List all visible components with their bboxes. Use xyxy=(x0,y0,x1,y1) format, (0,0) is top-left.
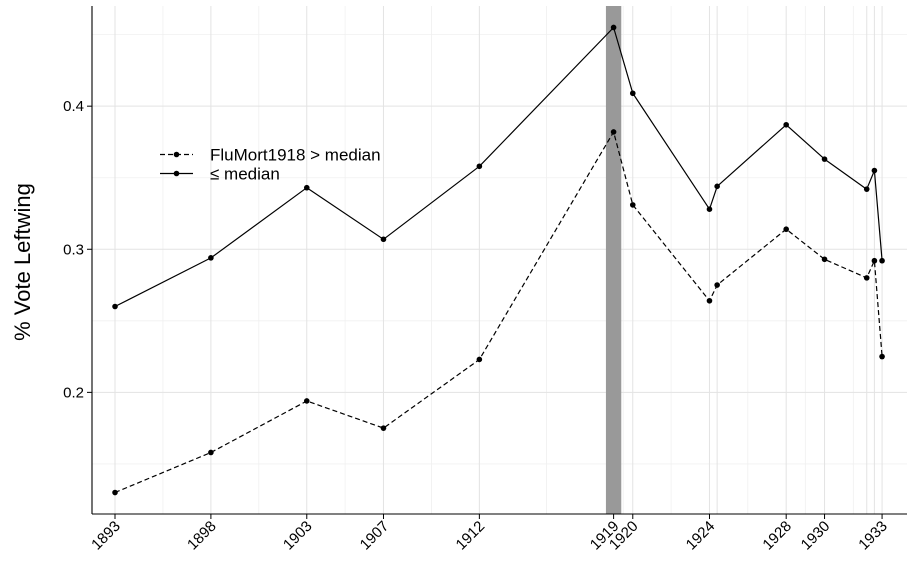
legend-marker-dashed xyxy=(173,151,180,158)
data-point xyxy=(610,24,617,31)
x-tick-label: 1933 xyxy=(855,518,891,554)
data-point xyxy=(871,257,878,264)
data-point xyxy=(714,282,720,288)
x-tick-label: 1930 xyxy=(798,518,834,554)
x-tick-label: 1898 xyxy=(184,518,220,554)
data-point xyxy=(303,184,310,191)
y-axis-title: % Vote Leftwing xyxy=(10,183,35,341)
legend-marker-solid xyxy=(173,170,180,177)
data-point xyxy=(706,297,713,304)
data-point xyxy=(208,255,214,261)
shaded-band-rect xyxy=(605,6,622,514)
x-tick-label: 1907 xyxy=(357,518,393,554)
data-point xyxy=(112,303,118,310)
axes xyxy=(87,6,907,519)
x-tick-label: 1928 xyxy=(759,518,795,554)
data-point xyxy=(821,256,828,263)
legend-label-below-median: ≤ median xyxy=(210,165,280,184)
data-point xyxy=(863,186,870,192)
data-point xyxy=(208,449,214,456)
data-point xyxy=(714,183,720,190)
data-point xyxy=(821,156,828,162)
data-point xyxy=(629,202,636,208)
data-point xyxy=(879,353,885,360)
data-point xyxy=(610,129,617,135)
data-point xyxy=(783,226,789,233)
data-point xyxy=(112,489,118,496)
legend-label-above-median: FluMort1918 > median xyxy=(210,146,381,165)
y-tick-labels: 0.2 0.3 0.4 xyxy=(63,98,84,401)
x-tick-label: 1903 xyxy=(280,518,316,554)
x-tick-label: 1912 xyxy=(453,518,489,554)
data-point xyxy=(783,121,789,128)
data-point xyxy=(863,275,870,281)
x-tick-label: 1924 xyxy=(683,518,719,554)
legend: FluMort1918 > median ≤ median xyxy=(160,146,381,184)
y-tick-label: 0.4 xyxy=(63,98,84,115)
data-point xyxy=(303,398,310,404)
data-point xyxy=(879,257,885,264)
data-point xyxy=(476,163,483,170)
x-tick-label: 1893 xyxy=(88,518,124,554)
data-point xyxy=(476,356,483,363)
series-group xyxy=(112,24,885,496)
data-point xyxy=(380,236,387,243)
data-point xyxy=(629,90,636,97)
data-point xyxy=(380,425,387,431)
grid-minor xyxy=(92,6,907,514)
data-point xyxy=(706,206,713,212)
data-point xyxy=(871,167,878,174)
y-tick-label: 0.2 xyxy=(63,384,84,401)
shaded-band xyxy=(605,6,622,514)
grid-major xyxy=(92,6,907,514)
series-line-1 xyxy=(114,26,883,308)
series-line-0 xyxy=(114,131,883,494)
y-tick-label: 0.3 xyxy=(63,241,84,258)
